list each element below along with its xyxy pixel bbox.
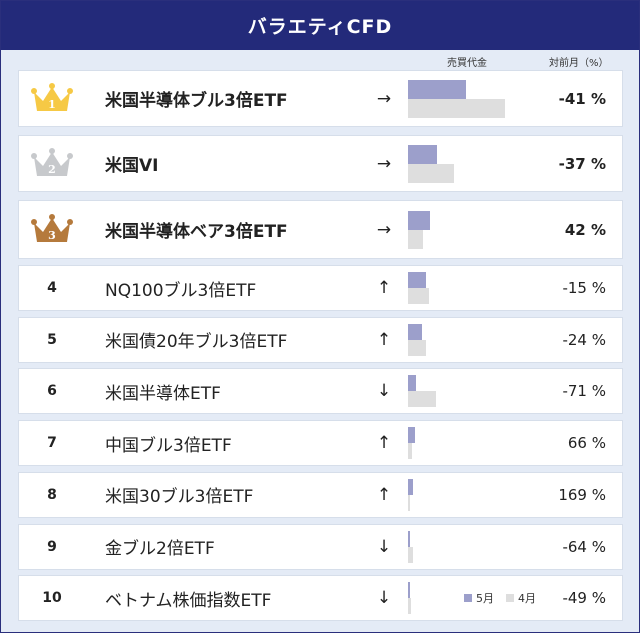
- legend-may-label: 5月: [476, 592, 494, 606]
- product-name: NQ100ブル3倍ETF: [105, 280, 257, 301]
- bar-may: [408, 530, 410, 547]
- rank-cell: 3: [19, 201, 85, 258]
- product-name: 金ブル2倍ETF: [105, 539, 215, 559]
- bar-may: [408, 80, 466, 99]
- legend-april-swatch: [506, 594, 514, 603]
- product-name: 米国債20年ブル3倍ETF: [105, 332, 288, 353]
- change-percent: 42 %: [564, 220, 606, 239]
- change-percent: -71 %: [562, 382, 606, 401]
- product-name: 米国半導体ブル3倍ETF: [105, 91, 288, 111]
- bar-may: [408, 145, 437, 164]
- legend-may-swatch: [464, 594, 472, 603]
- trend-arrow-icon: →: [376, 88, 392, 109]
- product-name: 米国半導体ETF: [105, 383, 221, 404]
- ranking-row: 5 米国債20年ブル3倍ETF ↑ -24 %: [18, 316, 623, 363]
- ranking-row: 10 ベトナム株価指数ETF ↓ -49 % 5月 4月: [18, 575, 623, 622]
- trend-arrow-icon: ↓: [376, 536, 392, 557]
- bar-april: [408, 99, 505, 118]
- trend-arrow-icon: ↑: [376, 329, 392, 350]
- ranking-row: 3 米国半導体ベア3倍ETF → 42 %: [18, 200, 623, 259]
- bar-april: [408, 494, 410, 511]
- product-name: 米国30ブル3倍ETF: [105, 487, 254, 508]
- volume-header: 売買代金: [447, 58, 487, 69]
- bar-april: [408, 443, 412, 460]
- product-name: 中国ブル3倍ETF: [105, 435, 232, 456]
- rank-number: 9: [47, 538, 57, 555]
- change-percent: -49 %: [562, 589, 606, 608]
- bar-may: [408, 427, 415, 444]
- rank-number: 8: [47, 486, 57, 503]
- bar-april: [408, 598, 411, 615]
- change-percent: -37 %: [558, 154, 606, 173]
- bar-april: [408, 288, 429, 304]
- legend-april-label: 4月: [518, 592, 536, 606]
- bar-may: [408, 323, 422, 340]
- bronze-crown-icon: 3: [31, 213, 73, 242]
- bar-april: [408, 391, 436, 408]
- ranking-row: 7 中国ブル3倍ETF ↑ 66 %: [18, 420, 623, 467]
- rank-number: 4: [47, 280, 57, 296]
- change-header: 対前月（%）: [549, 58, 609, 69]
- crown-rank-number: 2: [48, 163, 56, 176]
- trend-arrow-icon: ↑: [376, 433, 392, 454]
- trend-arrow-icon: ↑: [376, 278, 392, 298]
- change-percent: -64 %: [562, 537, 606, 556]
- legend: 5月 4月: [464, 576, 548, 620]
- bar-may: [408, 582, 410, 599]
- bar-may: [408, 211, 430, 230]
- legend-may: 5月: [464, 590, 494, 606]
- rank-number: 10: [42, 590, 62, 607]
- ranking-row: 6 米国半導体ETF ↓ -71 %: [18, 368, 623, 415]
- bar-april: [408, 546, 413, 563]
- change-percent: -15 %: [562, 279, 606, 297]
- change-percent: -41 %: [558, 89, 606, 108]
- product-name: 米国VI: [105, 156, 159, 176]
- trend-arrow-icon: →: [376, 219, 392, 240]
- change-percent: 169 %: [558, 485, 606, 504]
- trend-arrow-icon: →: [376, 153, 392, 174]
- trend-arrow-icon: ↓: [376, 588, 392, 609]
- ranking-row: 4 NQ100ブル3倍ETF ↑ -15 %: [18, 265, 623, 311]
- product-name: ベトナム株価指数ETF: [105, 590, 272, 611]
- legend-april: 4月: [506, 590, 536, 606]
- bar-april: [408, 339, 426, 356]
- rank-number: 5: [47, 331, 57, 348]
- rank-number: 6: [47, 383, 57, 400]
- rank-number: 7: [47, 435, 57, 452]
- bar-may: [408, 375, 416, 392]
- trend-arrow-icon: ↑: [376, 484, 392, 505]
- page-title: バラエティCFD: [247, 16, 393, 38]
- ranking-row: 9 金ブル2倍ETF ↓ -64 %: [18, 523, 623, 570]
- bar-april: [408, 164, 454, 183]
- trend-arrow-icon: ↓: [376, 381, 392, 402]
- gold-crown-icon: 1: [31, 82, 73, 111]
- ranking-row: 1 米国半導体ブル3倍ETF → -41 %: [18, 70, 623, 127]
- bar-april: [408, 230, 423, 249]
- silver-crown-icon: 2: [31, 147, 73, 176]
- rank-cell: 2: [19, 136, 85, 191]
- bar-may: [408, 478, 413, 495]
- rank-cell: 1: [19, 71, 85, 126]
- ranking-row: 2 米国VI → -37 %: [18, 135, 623, 192]
- product-name: 米国半導体ベア3倍ETF: [105, 222, 288, 242]
- change-percent: -24 %: [562, 330, 606, 349]
- bar-may: [408, 272, 426, 288]
- title-bar: バラエティCFD: [1, 1, 639, 50]
- ranking-row: 8 米国30ブル3倍ETF ↑ 169 %: [18, 471, 623, 518]
- change-percent: 66 %: [567, 434, 606, 453]
- crown-rank-number: 1: [48, 98, 56, 111]
- crown-rank-number: 3: [48, 229, 56, 242]
